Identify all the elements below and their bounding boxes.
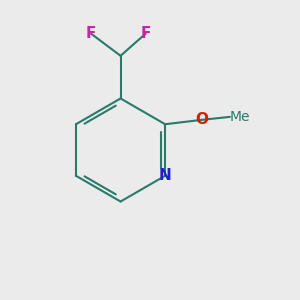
- Text: Me: Me: [230, 110, 250, 124]
- Text: F: F: [86, 26, 96, 41]
- Text: O: O: [196, 112, 208, 127]
- Text: F: F: [140, 26, 151, 41]
- Text: N: N: [159, 168, 172, 183]
